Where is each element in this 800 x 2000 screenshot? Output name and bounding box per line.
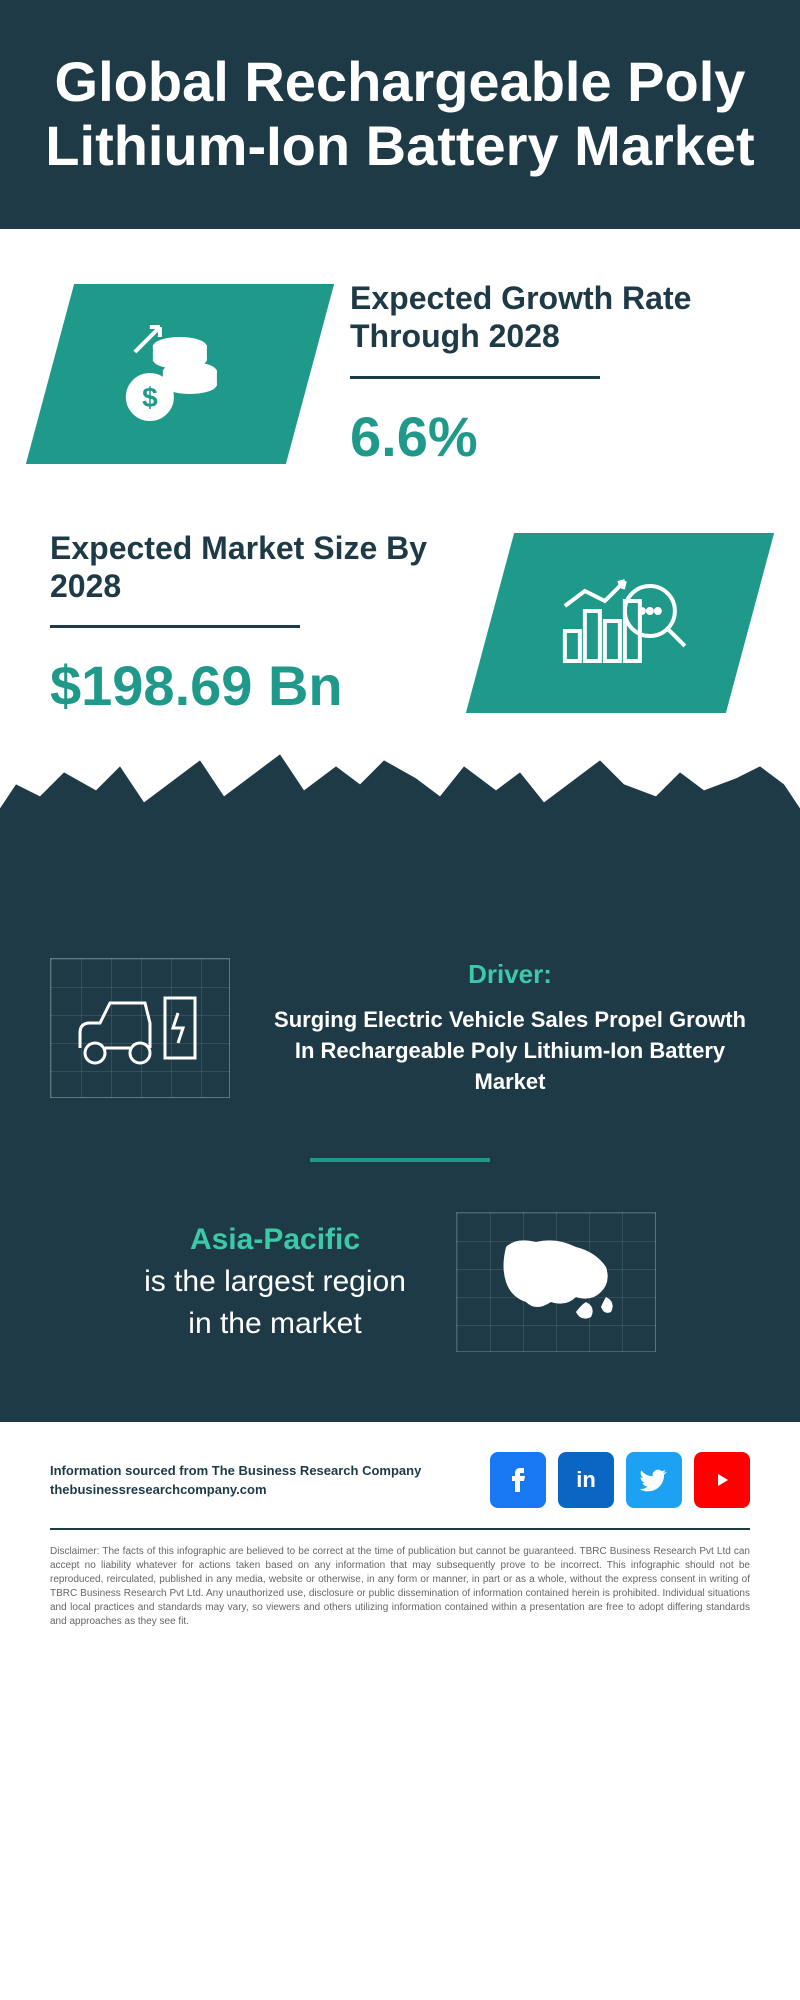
source-attribution: Information sourced from The Business Re… (50, 1461, 421, 1500)
growth-text-block: Expected Growth Rate Through 2028 6.6% (350, 279, 750, 469)
page-title: Global Rechargeable Poly Lithium-Ion Bat… (40, 50, 760, 179)
driver-row: Driver: Surging Electric Vehicle Sales P… (50, 958, 750, 1098)
chart-analysis-icon (550, 561, 690, 686)
market-value: $198.69 Bn (50, 653, 450, 718)
region-text-block: Asia-Pacific is the largest region in th… (144, 1219, 406, 1345)
footer-top-row: Information sourced from The Business Re… (50, 1452, 750, 1508)
region-line2: is the largest region (144, 1265, 406, 1298)
market-size-row: Expected Market Size By 2028 $198.69 Bn (50, 529, 750, 719)
growth-label: Expected Growth Rate Through 2028 (350, 279, 750, 356)
divider (50, 625, 300, 628)
dark-section: Driver: Surging Electric Vehicle Sales P… (0, 928, 800, 1422)
growth-rate-row: $ Expected Growth Rate Through 2028 6.6% (50, 279, 750, 469)
money-growth-icon: $ (120, 316, 240, 431)
market-icon-box (466, 533, 774, 713)
market-text-block: Expected Market Size By 2028 $198.69 Bn (50, 529, 450, 719)
svg-text:$: $ (142, 381, 158, 412)
driver-description: Surging Electric Vehicle Sales Propel Gr… (270, 1005, 750, 1097)
header-banner: Global Rechargeable Poly Lithium-Ion Bat… (0, 0, 800, 229)
social-icons-row: in (490, 1452, 750, 1508)
disclaimer-text: Disclaimer: The facts of this infographi… (50, 1545, 750, 1629)
driver-label: Driver: (270, 959, 750, 990)
asia-map-icon (456, 1212, 656, 1352)
linkedin-icon[interactable]: in (558, 1452, 614, 1508)
section-divider (310, 1158, 490, 1162)
ev-charging-icon (50, 958, 230, 1098)
facebook-icon[interactable] (490, 1452, 546, 1508)
region-highlight: Asia-Pacific (190, 1223, 360, 1256)
footer: Information sourced from The Business Re… (0, 1422, 800, 1649)
growth-icon-box: $ (26, 284, 334, 464)
youtube-icon[interactable] (694, 1452, 750, 1508)
divider (350, 376, 600, 379)
growth-value: 6.6% (350, 404, 750, 469)
footer-divider (50, 1528, 750, 1530)
stats-section: $ Expected Growth Rate Through 2028 6.6% (0, 229, 800, 809)
market-label: Expected Market Size By 2028 (50, 529, 450, 606)
skyline-silhouette (0, 808, 800, 928)
twitter-icon[interactable] (626, 1452, 682, 1508)
region-row: Asia-Pacific is the largest region in th… (50, 1212, 750, 1352)
region-line3: in the market (188, 1307, 361, 1340)
driver-text-block: Driver: Surging Electric Vehicle Sales P… (270, 959, 750, 1097)
